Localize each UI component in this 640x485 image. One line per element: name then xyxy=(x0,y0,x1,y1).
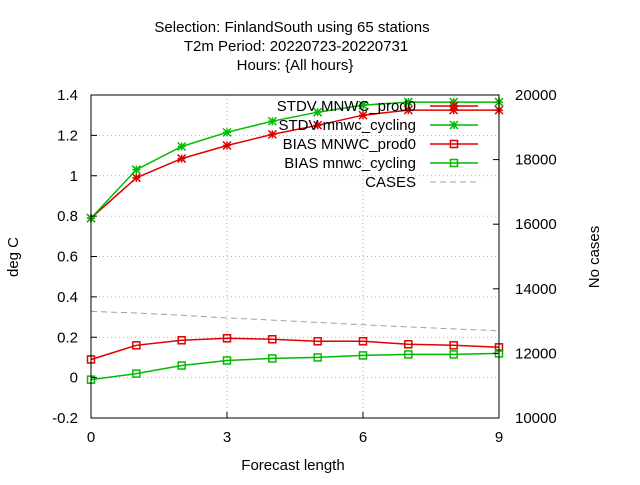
y-tick-label: -0.2 xyxy=(52,410,78,427)
data-point xyxy=(222,127,232,137)
y-tick-label: 0.2 xyxy=(57,329,78,346)
marker-stroke xyxy=(222,140,232,150)
data-point xyxy=(358,100,368,110)
marker-stroke xyxy=(313,120,323,130)
series-line xyxy=(90,310,500,332)
data-point xyxy=(313,337,322,346)
data-point xyxy=(449,341,458,350)
legend: STDV MNWC_prod0 STDV mnwc_cycling BIAS MNW… xyxy=(277,98,478,191)
data-point xyxy=(222,140,232,150)
marker-stroke xyxy=(131,165,141,175)
marker-stroke xyxy=(267,116,277,126)
y-tick-label: 1.2 xyxy=(57,127,78,144)
x-tick-label: 0 xyxy=(87,429,95,446)
chart-title-line-2: T2m Period: 20220723-20220731 xyxy=(184,38,408,55)
legend-label: STDV mnwc_cycling xyxy=(278,117,416,134)
series-line xyxy=(90,101,499,219)
data-point xyxy=(358,337,368,346)
x-tick-label: 3 xyxy=(223,429,231,446)
data-point xyxy=(222,334,232,343)
marker-stroke xyxy=(177,141,187,152)
y2-tick-label: 10000 xyxy=(515,410,557,427)
marker-stroke xyxy=(222,127,232,137)
marker-stroke xyxy=(177,154,187,164)
data-point xyxy=(132,369,141,378)
y-tick-label: 1 xyxy=(70,168,78,185)
legend-marker xyxy=(449,101,459,111)
x-axis-label: Forecast length xyxy=(241,457,344,474)
data-point xyxy=(267,116,277,126)
legend-marker xyxy=(449,158,459,168)
series-line xyxy=(90,337,500,361)
y2-tick-label: 18000 xyxy=(515,152,557,169)
data-point xyxy=(131,173,141,183)
data-point xyxy=(222,356,232,365)
series-5 xyxy=(90,310,500,332)
marker-stroke xyxy=(131,173,141,183)
series-line xyxy=(90,109,499,219)
legend-label: BIAS mnwc_cycling xyxy=(284,155,416,172)
legend-marker xyxy=(449,120,459,130)
series-1 xyxy=(86,105,504,223)
y2-tick-label: 12000 xyxy=(515,345,557,362)
y-tick-label: 0.4 xyxy=(57,289,78,306)
marker-stroke xyxy=(358,110,368,120)
y2-axis-label: No cases xyxy=(586,226,603,289)
y2-tick-label: 20000 xyxy=(515,87,557,104)
data-point xyxy=(449,350,458,359)
y2-tick-label: 14000 xyxy=(515,281,557,298)
y-tick-label: 0.6 xyxy=(57,249,78,266)
data-point xyxy=(358,110,368,120)
chart-title-line-3: Hours: {All hours} xyxy=(237,57,354,74)
data-point xyxy=(403,97,413,107)
data-point xyxy=(403,105,413,115)
data-point xyxy=(358,351,368,360)
marker-stroke xyxy=(267,129,277,139)
data-point xyxy=(132,341,141,350)
legend-label: BIAS MNWC_prod0 xyxy=(283,136,416,153)
marker-stroke xyxy=(403,105,413,115)
data-point xyxy=(404,350,413,359)
data-point xyxy=(267,129,277,139)
series-line xyxy=(90,352,500,381)
y2-tick-label: 16000 xyxy=(515,216,557,233)
data-point xyxy=(177,141,187,152)
labels: Selection: FinlandSouth using 65 station… xyxy=(5,19,603,474)
data-point xyxy=(177,361,186,370)
legend-marker xyxy=(449,139,459,149)
data-point xyxy=(313,353,322,362)
data-point xyxy=(177,336,186,345)
x-tick-label: 9 xyxy=(495,429,503,446)
data-point xyxy=(268,335,277,344)
marker-stroke xyxy=(403,97,413,107)
marker-stroke xyxy=(449,120,459,130)
legend-label: CASES xyxy=(365,174,416,191)
y-axis-label: deg C xyxy=(5,237,22,277)
marker-stroke xyxy=(358,100,368,110)
data-point xyxy=(177,154,187,164)
marker-stroke xyxy=(313,107,323,117)
data-point xyxy=(404,340,413,349)
x-tick-label: 6 xyxy=(359,429,367,446)
grid xyxy=(91,95,499,418)
y-tick-label: 1.4 xyxy=(57,87,78,104)
legend-label: STDV MNWC_prod0 xyxy=(277,98,416,115)
ticks: -0.2 0 0.2 0.4 0.6 0.8 1 1.2 1.4 10000 12000 14000 1… xyxy=(52,87,557,446)
data-point xyxy=(131,165,141,175)
data-point xyxy=(313,120,323,130)
chart-title-line-1: Selection: FinlandSouth using 65 station… xyxy=(154,19,429,36)
y-tick-label: 0.8 xyxy=(57,208,78,225)
data-point xyxy=(313,107,323,117)
y-tick-label: 0 xyxy=(70,370,78,387)
marker-stroke xyxy=(449,101,459,111)
data-point xyxy=(268,354,277,363)
